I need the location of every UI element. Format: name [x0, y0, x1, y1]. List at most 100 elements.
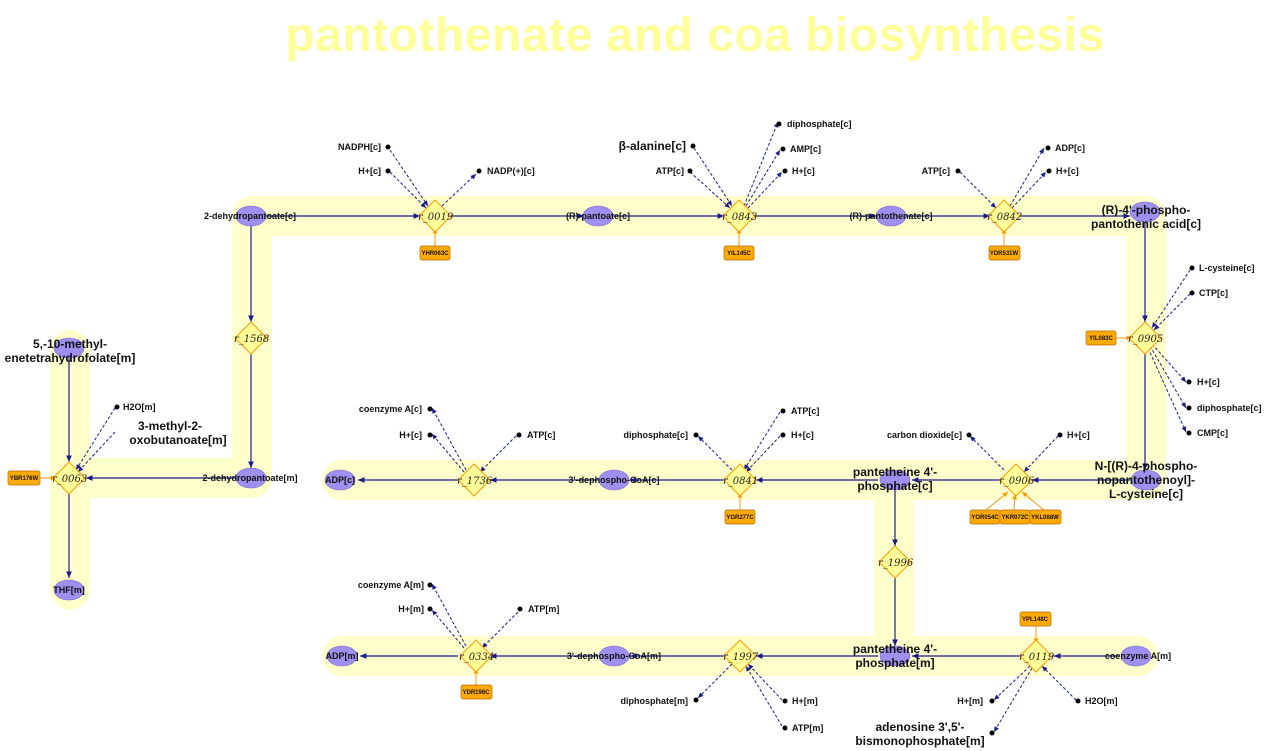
side-metabolite-label: NADPH[c] — [338, 142, 381, 152]
gene-box[interactable] — [723, 245, 755, 261]
gene-label: YIL145C — [727, 251, 751, 257]
gene-label: YGR277C — [726, 515, 754, 521]
reaction-label: r_0119 — [1019, 652, 1055, 663]
gene-label: YOR054C — [971, 515, 999, 521]
metabolite-label: THF[m] — [53, 585, 85, 595]
side-metabolite-label: H2O[m] — [1085, 696, 1118, 706]
metabolite-label: (R)-pantoate[c] — [566, 211, 630, 221]
gene-label: YHR063C — [421, 251, 449, 257]
side-metabolite-label: diphosphate[c] — [787, 119, 852, 129]
side-metabolite-label: H+[m] — [957, 696, 983, 706]
reaction-node[interactable] — [52, 461, 86, 495]
reaction-node[interactable] — [418, 199, 452, 233]
side-metabolite-label: H2O[m] — [123, 402, 156, 412]
side-metabolite-label: ATP[c] — [656, 166, 684, 176]
gene-box[interactable] — [988, 245, 1021, 261]
metabolite-node[interactable] — [879, 469, 911, 491]
metabolite-node[interactable] — [324, 469, 356, 491]
side-metabolite-label: H+[c] — [792, 166, 815, 176]
metabolite-node[interactable] — [1120, 645, 1152, 667]
gene-labels: YHR063C YIL145C YDR531W YIL083C YBR176W … — [10, 251, 1114, 696]
gene-label: YDR196C — [462, 690, 490, 696]
side-metabolite-label: coenzyme A[m] — [358, 580, 424, 590]
reaction-node[interactable] — [999, 463, 1033, 497]
side-metabolite-label: NADP(+)[c] — [487, 166, 535, 176]
metabolite-label: (R)-4'-phospho- — [1102, 203, 1191, 217]
reaction-node[interactable] — [234, 321, 268, 355]
metabolite-label: 3'-dephospho-CoA[m] — [567, 651, 661, 661]
side-metabolite-label: carbon dioxide[c] — [887, 430, 962, 440]
gene-label: YBR176W — [10, 476, 39, 482]
side-metabolite-label: adenosine 3',5'- — [875, 720, 964, 734]
side-metabolite-label: AMP[c] — [790, 144, 821, 154]
metabolite-node[interactable] — [1129, 201, 1161, 223]
metabolite-label: 5,-10-methyl- — [33, 337, 107, 351]
reaction-labels: r_0019 r_0843 r_0842 r_1568 r_0905 r_006… — [52, 212, 1163, 663]
metabolite-node[interactable] — [235, 205, 267, 227]
side-metabolite-label: H+[m] — [792, 696, 818, 706]
reaction-node[interactable] — [1019, 639, 1053, 673]
metabolite-label: ADP[m] — [326, 651, 359, 661]
metabolite-label: phosphate[c] — [857, 479, 932, 493]
side-metabolite-label: ATP[m] — [792, 723, 823, 733]
side-metabolite-label: H+[c] — [1197, 377, 1220, 387]
reaction-node[interactable] — [457, 463, 491, 497]
metabolite-node[interactable] — [53, 579, 85, 601]
metabolite-label: pantetheine 4'- — [853, 465, 937, 479]
reaction-label: r_0063 — [52, 474, 87, 485]
side-metabolite-label: ATP[m] — [528, 604, 559, 614]
metabolite-node[interactable] — [598, 469, 630, 491]
reaction-label: r_0841 — [723, 476, 758, 487]
side-metabolite-dots — [114, 121, 1195, 736]
side-metabolite-labels: NADPH[c] H+[c] NADP(+)[c] β-alanine[c] A… — [123, 119, 1262, 748]
gene-box[interactable] — [419, 245, 451, 261]
side-metabolite-label: H+[c] — [358, 166, 381, 176]
side-metabolite-label: L-cysteine[c] — [1199, 263, 1255, 273]
reaction-label: r_1996 — [878, 558, 914, 569]
side-metabolite-label: H+[c] — [399, 430, 422, 440]
metabolite-label: 2-dehydropantoate[m] — [202, 473, 297, 483]
reaction-node[interactable] — [722, 199, 756, 233]
side-metabolite-label: diphosphate[c] — [1197, 403, 1262, 413]
reaction-label: r_0019 — [418, 212, 454, 223]
metabolite-label: enetetrahydrofolate[m] — [5, 351, 136, 365]
metabolite-nodes — [53, 201, 1162, 667]
reaction-node[interactable] — [723, 639, 757, 673]
side-metabolite-label: coenzyme A[c] — [359, 404, 422, 414]
metabolite-node[interactable] — [326, 645, 358, 667]
metabolite-node[interactable] — [1130, 469, 1162, 491]
gene-box[interactable] — [7, 470, 41, 486]
metabolite-label: 3-methyl-2- — [138, 419, 202, 433]
metabolite-node[interactable] — [598, 645, 630, 667]
gene-label: YKR072C — [1001, 515, 1029, 521]
gene-edges — [40, 228, 1132, 685]
metabolite-node[interactable] — [582, 205, 614, 227]
reaction-label: r_1568 — [234, 334, 269, 345]
gene-box[interactable] — [724, 509, 756, 525]
reaction-label: r_0906 — [999, 476, 1035, 487]
gene-box[interactable] — [1019, 611, 1052, 627]
reaction-label: r_1997 — [723, 652, 759, 663]
reaction-label: r_0334 — [459, 652, 494, 663]
metabolite-node[interactable] — [879, 645, 911, 667]
metabolite-node[interactable] — [235, 467, 267, 489]
side-metabolite-label: diphosphate[c] — [624, 430, 689, 440]
side-metabolite-label: diphosphate[m] — [621, 696, 689, 706]
gene-boxes — [7, 245, 1117, 700]
reaction-node[interactable] — [459, 639, 493, 673]
gene-box[interactable] — [460, 684, 493, 700]
metabolite-label: 2-dehydropantoate[c] — [204, 211, 296, 221]
metabolite-label: oxobutanoate[m] — [129, 433, 226, 447]
reaction-node[interactable] — [987, 199, 1021, 233]
gene-box[interactable] — [1085, 330, 1117, 346]
reaction-node[interactable] — [878, 545, 912, 579]
metabolite-labels: 2-dehydropantoate[c] (R)-pantoate[c] (R)… — [5, 203, 1201, 670]
reaction-node[interactable] — [723, 463, 757, 497]
gene-box[interactable] — [1029, 509, 1062, 525]
reaction-node[interactable] — [1128, 321, 1162, 355]
metabolite-node[interactable] — [53, 337, 85, 359]
reaction-nodes — [52, 199, 1162, 673]
metabolite-node[interactable] — [875, 205, 907, 227]
reaction-label: r_0842 — [987, 212, 1022, 223]
